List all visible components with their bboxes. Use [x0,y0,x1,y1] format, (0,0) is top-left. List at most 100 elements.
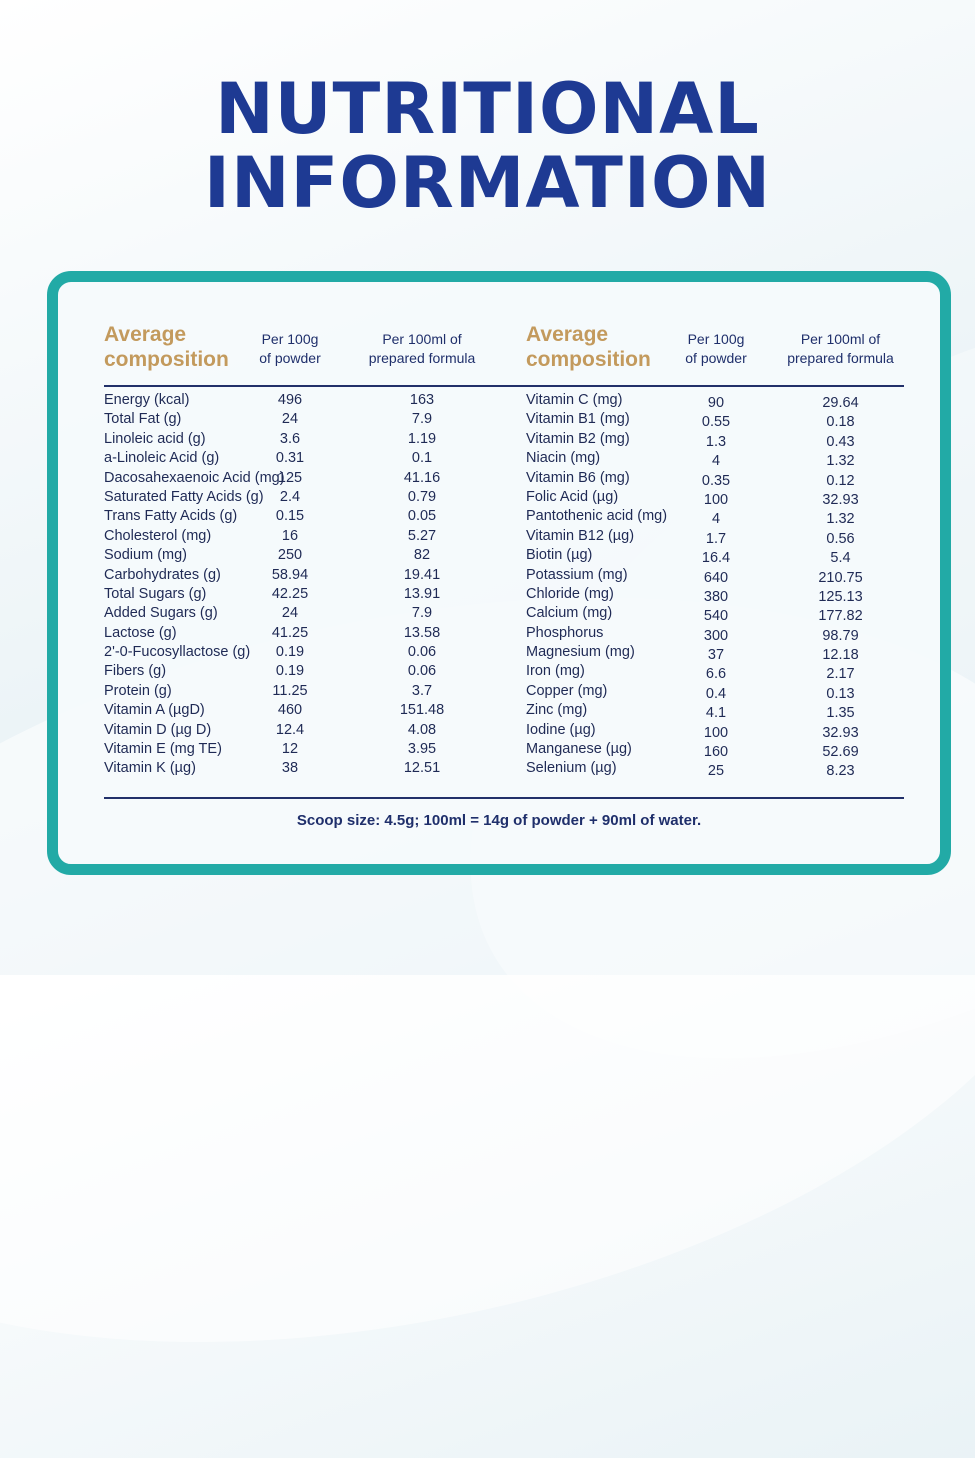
per-100g-value: 41.25 [271,624,309,641]
per-100g-value: 496 [277,392,303,408]
nutrient-name: Iron (mg) [526,663,585,680]
per-100ml-value: 1.19 [407,430,437,447]
table-row: Vitamin A (µgD) 460 151.48 [104,701,516,720]
per-100g-value: 16 [281,527,299,544]
per-100ml-value: 210.75 [818,569,863,586]
per-100ml-value: 41.16 [403,469,441,486]
table-row: Selenium (µg) 25 8.23 [526,759,903,780]
per-100g-value: 38 [281,760,299,777]
per-100ml-value: 0.1 [411,450,433,467]
per-100ml-value: 2.17 [826,666,855,683]
nutrient-name: Vitamin A (µgD) [104,702,205,719]
per-100ml-value: 5.27 [407,527,437,544]
nutrient-name: Folic Acid (µg) [526,488,619,505]
per-100ml-value: 4.08 [407,721,437,738]
per-100g-value: 460 [277,702,303,719]
per-100g-value: 0.4 [705,685,727,702]
composition-heading-line2: composition [526,348,651,371]
table-row: Sodium (mg) 250 82 [104,546,516,565]
per-100ml-value: 1.32 [826,511,855,528]
nutrient-name: Added Sugars (g) [104,605,218,622]
nutrient-name: Phosphorus [526,624,604,641]
per-100ml-value: 0.18 [826,414,855,431]
per-100g-value: 24 [281,411,299,428]
nutrient-name: Linoleic acid (g) [104,430,206,447]
nutrient-name: Vitamin E (mg TE) [104,741,222,758]
per-100ml-value: 12.51 [403,760,441,777]
nutrient-name: Iodine (µg) [526,721,596,738]
per-100g-value: 0.19 [275,644,305,661]
per-100g-heading-line2: of powder [259,350,321,366]
nutrient-name: Magnesium (mg) [526,644,635,661]
nutrient-name: Cholesterol (mg) [104,527,212,544]
table-row: Fibers (g) 0.19 0.06 [104,662,516,681]
nutrient-name: Biotin (µg) [526,547,593,564]
per-100ml-heading: Per 100ml of prepared formula [778,330,903,368]
per-100g-value: 16.4 [701,550,731,567]
per-100g-value: 250 [277,547,303,564]
per-100ml-value: 19.41 [403,566,441,583]
table-row: Total Sugars (g) 42.25 13.91 [104,585,516,604]
per-100g-value: 0.15 [275,508,305,525]
per-100g-value: 4 [711,453,721,470]
per-100g-heading-line1: Per 100g [261,331,319,347]
per-100ml-value: 32.93 [822,724,859,741]
table-row: Chloride (mg) 380 125.13 [526,585,903,605]
per-100g-heading-line2: of powder [685,350,747,366]
header-divider [104,385,904,387]
per-100ml-value: 29.64 [822,395,859,411]
per-100ml-value: 0.06 [407,663,437,680]
right-table-header: Average composition Per 100g of powder P… [526,282,903,371]
per-100ml-value: 1.35 [826,705,855,722]
per-100g-value: 100 [703,724,729,741]
table-row: Added Sugars (g) 24 7.9 [104,604,516,623]
per-100ml-value: 82 [413,547,431,564]
table-row: Calcium (mg) 540 177.82 [526,604,903,624]
nutrient-name: Vitamin K (µg) [104,760,196,777]
table-row: Energy (kcal) 496 163 [104,391,516,410]
nutrient-name: Carbohydrates (g) [104,566,221,583]
nutrient-name: 2'-0-Fucosyllactose (g) [104,644,251,661]
left-table-rows: Energy (kcal) 496 163 Total Fat (g) 24 7.9 Lin… [104,391,516,779]
per-100ml-value: 0.12 [826,472,855,489]
per-100ml-value: 125.13 [818,588,863,605]
table-row: Vitamin E (mg TE) 12 3.95 [104,740,516,759]
per-100g-value: 3.6 [279,430,301,447]
per-100ml-heading-line1: Per 100ml of [800,331,881,347]
nutrient-name: Total Fat (g) [104,411,182,428]
per-100g-value: 380 [703,588,729,605]
table-row: Lactose (g) 41.25 13.58 [104,624,516,643]
table-row: Iodine (µg) 100 32.93 [526,721,903,741]
per-100g-value: 42.25 [271,585,309,602]
nutrient-name: Selenium (µg) [526,760,617,777]
per-100g-value: 2.4 [279,488,301,505]
table-row: 2'-0-Fucosyllactose (g) 0.19 0.06 [104,643,516,662]
title-line-1: NUTRITIONAL [215,68,760,150]
nutrient-name: Potassium (mg) [526,566,628,583]
composition-heading: Average composition [526,322,651,372]
per-100g-value: 0.31 [275,450,305,467]
nutrient-name: Trans Fatty Acids (g) [104,508,238,525]
table-row: Magnesium (mg) 37 12.18 [526,643,903,664]
per-100g-value: 4 [711,511,721,528]
nutrient-name: Vitamin B6 (mg) [526,469,630,486]
composition-heading: Average composition [104,322,229,372]
nutrient-name: Vitamin C (mg) [526,392,623,408]
per-100g-value: 90 [707,395,725,411]
per-100ml-value: 7.9 [411,411,433,428]
per-100ml-value: 12.18 [822,647,859,664]
left-table-header: Average composition Per 100g of powder P… [104,282,516,371]
per-100ml-value: 0.05 [407,508,437,525]
table-row: Trans Fatty Acids (g) 0.15 0.05 [104,507,516,526]
per-100g-value: 12.4 [275,721,305,738]
per-100ml-heading-line2: prepared formula [787,350,894,366]
nutrient-name: Sodium (mg) [104,547,187,564]
table-row: Vitamin D (µg D) 12.4 4.08 [104,721,516,740]
table-row: Cholesterol (mg) 16 5.27 [104,527,516,546]
page-title: NUTRITIONAL INFORMATION [0,72,975,220]
table-row: Zinc (mg) 4.1 1.35 [526,701,903,722]
per-100ml-value: 0.06 [407,644,437,661]
per-100g-value: 640 [703,569,729,586]
per-100g-value: 25 [707,763,725,780]
table-row: Folic Acid (µg) 100 32.93 [526,488,903,508]
